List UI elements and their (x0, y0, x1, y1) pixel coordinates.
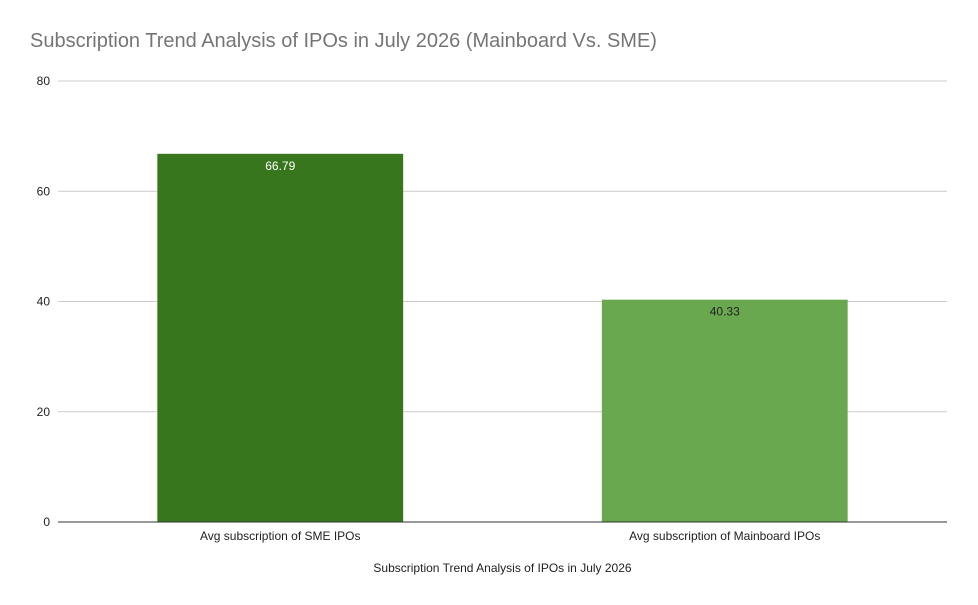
y-tick-label: 20 (37, 405, 51, 419)
y-tick-label: 60 (37, 184, 51, 198)
data-label-1: 40.33 (710, 305, 740, 319)
chart-title: Subscription Trend Analysis of IPOs in J… (30, 30, 657, 52)
bar-0 (157, 153, 404, 522)
x-category-label-0: Avg subscription of SME IPOs (200, 529, 361, 543)
bars (157, 153, 848, 522)
x-axis-title: Subscription Trend Analysis of IPOs in J… (373, 561, 631, 575)
y-axis-ticks: 0 20 40 60 80 (37, 74, 51, 529)
bar-1 (601, 299, 848, 522)
data-labels: 66.79 40.33 (265, 159, 740, 319)
y-tick-label: 40 (37, 295, 51, 309)
data-label-0: 66.79 (265, 159, 295, 173)
y-tick-label: 0 (43, 515, 50, 529)
y-tick-label: 80 (37, 74, 51, 88)
x-category-label-1: Avg subscription of Mainboard IPOs (629, 529, 820, 543)
x-axis-categories: Avg subscription of SME IPOs Avg subscrip… (200, 529, 820, 543)
